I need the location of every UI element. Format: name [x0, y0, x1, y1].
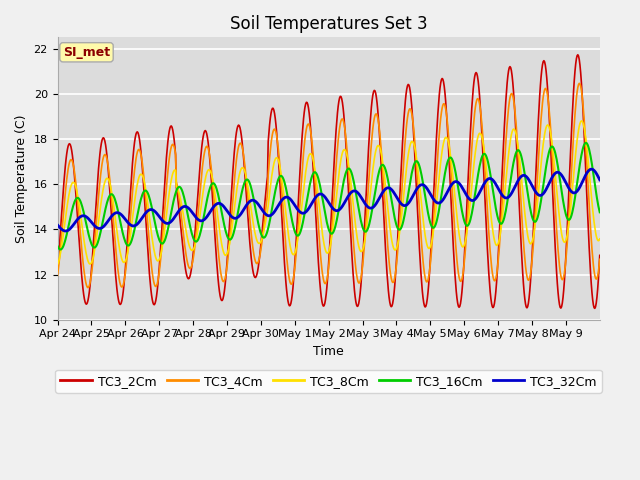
X-axis label: Time: Time: [313, 345, 344, 358]
Y-axis label: Soil Temperature (C): Soil Temperature (C): [15, 114, 28, 243]
Title: Soil Temperatures Set 3: Soil Temperatures Set 3: [230, 15, 428, 33]
Text: SI_met: SI_met: [63, 46, 110, 59]
Legend: TC3_2Cm, TC3_4Cm, TC3_8Cm, TC3_16Cm, TC3_32Cm: TC3_2Cm, TC3_4Cm, TC3_8Cm, TC3_16Cm, TC3…: [56, 370, 602, 393]
